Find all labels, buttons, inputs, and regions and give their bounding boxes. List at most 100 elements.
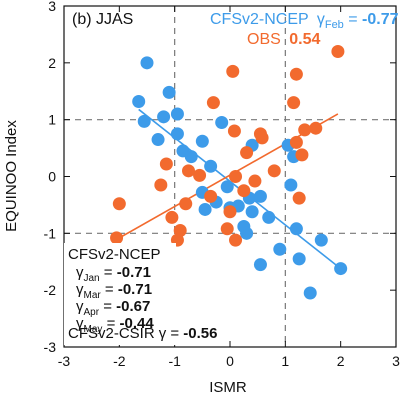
stats-box-bg bbox=[64, 243, 176, 345]
point-ncep bbox=[140, 56, 154, 70]
ncep-stat-value: -0.71 bbox=[117, 264, 151, 281]
point-ncep bbox=[137, 114, 151, 128]
ncep-stat-eq: = bbox=[102, 315, 119, 332]
legend-ncep-value: -0.77 bbox=[362, 11, 399, 28]
point-obs bbox=[154, 178, 168, 192]
point-ncep bbox=[195, 134, 209, 148]
point-ncep bbox=[284, 178, 298, 192]
y-tick-label: 3 bbox=[48, 0, 56, 14]
point-obs bbox=[229, 233, 243, 247]
legend-obs: OBS 0.54 bbox=[247, 31, 320, 48]
point-ncep bbox=[198, 202, 212, 216]
legend-ncep-symbol: γ bbox=[317, 11, 325, 28]
ncep-stat-symbol: γ bbox=[76, 315, 84, 332]
point-obs bbox=[159, 157, 173, 171]
x-axis-label: ISMR bbox=[209, 379, 247, 396]
point-obs bbox=[179, 197, 193, 211]
x-tick-label: -1 bbox=[168, 353, 181, 369]
point-ncep bbox=[184, 150, 198, 164]
ncep-stat-row: γJan = -0.71 bbox=[76, 264, 151, 284]
point-obs bbox=[227, 124, 241, 138]
x-tick-label: 1 bbox=[281, 353, 289, 369]
point-obs bbox=[295, 148, 309, 162]
point-ncep bbox=[170, 107, 184, 121]
ncep-stat-row: γMar = -0.71 bbox=[76, 281, 152, 301]
ncep-stat-value: -0.44 bbox=[120, 315, 155, 332]
ncep-stat-subscript: Mar bbox=[84, 290, 102, 301]
point-obs bbox=[112, 197, 126, 211]
point-ncep bbox=[262, 210, 276, 224]
point-ncep bbox=[220, 180, 234, 194]
point-ncep bbox=[215, 116, 229, 130]
legend-ncep: CFSv2-NCEP γFeb = -0.77 bbox=[210, 11, 399, 31]
y-tick-label: 0 bbox=[48, 169, 56, 185]
ncep-stat-eq: = bbox=[99, 298, 116, 315]
y-tick-label: -1 bbox=[44, 225, 57, 241]
point-obs bbox=[165, 210, 179, 224]
point-obs bbox=[298, 123, 312, 137]
y-tick-label: 1 bbox=[48, 112, 56, 128]
ncep-stat-subscript: Jan bbox=[84, 273, 100, 284]
point-ncep bbox=[289, 222, 303, 236]
x-tick-label: 0 bbox=[226, 353, 234, 369]
point-obs bbox=[229, 170, 243, 183]
point-obs bbox=[267, 164, 281, 178]
point-obs bbox=[309, 121, 323, 135]
ncep-stat-eq: = bbox=[100, 264, 117, 281]
point-ncep bbox=[273, 242, 287, 256]
csir-stat-name: CFSv2-CSIR bbox=[68, 325, 155, 342]
ncep-stat-symbol: γ bbox=[76, 281, 84, 298]
point-obs bbox=[331, 44, 345, 58]
x-tick-label: -2 bbox=[113, 353, 126, 369]
y-axis-label: EQUINOO Index bbox=[3, 120, 20, 232]
point-obs bbox=[248, 174, 262, 188]
point-ncep bbox=[132, 94, 146, 108]
point-obs bbox=[255, 131, 269, 145]
point-obs bbox=[289, 135, 303, 149]
csir-stat: CFSv2-CSIR γ = -0.56 bbox=[68, 325, 218, 342]
point-obs bbox=[292, 191, 306, 205]
point-obs bbox=[110, 231, 124, 245]
y-tick-label: 2 bbox=[48, 55, 56, 71]
point-obs bbox=[240, 146, 254, 160]
ncep-stat-subscript: Apr bbox=[84, 307, 100, 318]
legend-ncep-name: CFSv2-NCEP bbox=[210, 11, 308, 28]
point-ncep bbox=[253, 258, 267, 272]
point-ncep bbox=[314, 233, 328, 247]
ncep-stat-eq: = bbox=[101, 281, 118, 298]
ncep-stat-value: -0.67 bbox=[116, 298, 150, 315]
point-ncep bbox=[292, 252, 306, 266]
panel-label: (b) JJAS bbox=[72, 11, 133, 28]
point-ncep bbox=[253, 189, 267, 203]
y-tick-label: -3 bbox=[44, 339, 57, 355]
x-tick-label: 2 bbox=[337, 353, 345, 369]
point-obs bbox=[220, 222, 234, 236]
point-obs bbox=[182, 164, 195, 178]
y-tick-label: -2 bbox=[44, 282, 57, 298]
ncep-stat-symbol: γ bbox=[76, 264, 84, 281]
point-ncep bbox=[303, 286, 317, 300]
point-ncep bbox=[151, 133, 165, 147]
legend-obs-name: OBS bbox=[247, 31, 281, 48]
ncep-stat-subscript: May bbox=[84, 324, 103, 335]
point-obs bbox=[237, 184, 251, 198]
point-obs bbox=[223, 205, 237, 219]
point-obs bbox=[193, 168, 207, 182]
ncep-stat-symbol: γ bbox=[76, 298, 84, 315]
x-tick-label: -3 bbox=[58, 353, 71, 369]
legend-ncep-subscript: Feb bbox=[325, 19, 344, 31]
point-ncep bbox=[204, 159, 218, 173]
point-ncep bbox=[334, 262, 348, 276]
point-ncep bbox=[157, 110, 171, 124]
ncep-stat-row: γMay = -0.44 bbox=[76, 315, 154, 335]
point-ncep bbox=[170, 127, 184, 141]
point-ncep bbox=[245, 205, 259, 219]
point-obs bbox=[226, 64, 240, 78]
point-obs bbox=[287, 96, 301, 110]
point-ncep bbox=[162, 85, 176, 99]
point-obs bbox=[206, 96, 220, 110]
ncep-stat-row: γApr = -0.67 bbox=[76, 298, 150, 318]
legend-ncep-eq: = bbox=[344, 11, 362, 28]
